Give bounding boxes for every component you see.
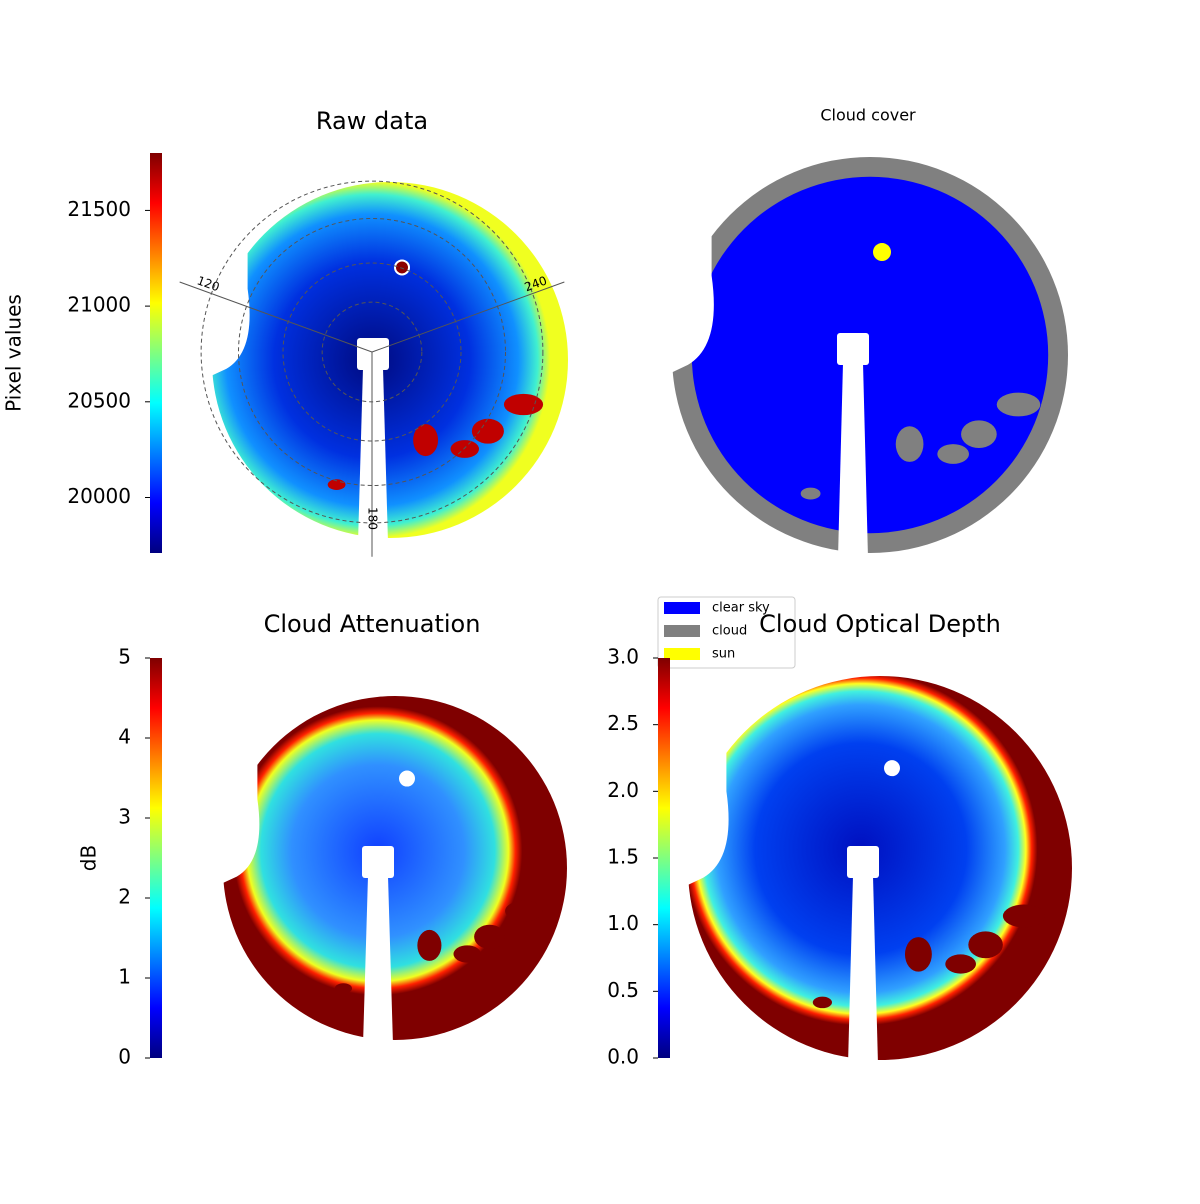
polar-spoke bbox=[179, 281, 373, 353]
polar-ring bbox=[282, 262, 462, 442]
colorbar bbox=[150, 153, 162, 553]
cloud bbox=[505, 900, 543, 922]
cloud bbox=[904, 937, 932, 972]
cloud bbox=[812, 996, 833, 1009]
cloud bbox=[961, 420, 997, 449]
colorbar-label: dB bbox=[77, 845, 101, 871]
camera-arm bbox=[357, 338, 389, 370]
sky-disc bbox=[223, 696, 567, 1040]
camera-mast bbox=[838, 363, 868, 558]
cloud bbox=[937, 444, 969, 464]
cloud bbox=[450, 440, 480, 458]
panel-title: Cloud Optical Depth bbox=[759, 610, 1001, 638]
blocked-area bbox=[683, 671, 729, 888]
colorbar bbox=[150, 658, 162, 1058]
cloud bbox=[471, 418, 504, 444]
cloud bbox=[800, 487, 821, 500]
cloud bbox=[474, 924, 506, 949]
colorbar-tick-label: 21500 bbox=[67, 197, 131, 221]
colorbar-tick-label: 2.5 bbox=[607, 711, 639, 735]
cloud bbox=[968, 931, 1003, 959]
polar-label: 180 bbox=[366, 507, 380, 530]
colorbar-tick-label: 3.0 bbox=[607, 645, 639, 669]
camera-mast bbox=[848, 876, 878, 1065]
legend-swatch bbox=[664, 648, 700, 660]
camera-arm bbox=[837, 333, 869, 365]
colorbar-label: Pixel values bbox=[2, 294, 26, 412]
colorbar-tick-label: 3 bbox=[118, 805, 131, 829]
blocked-area bbox=[207, 177, 250, 378]
sky-image bbox=[218, 691, 567, 1045]
cloud bbox=[1002, 904, 1046, 928]
blocked-area bbox=[667, 152, 714, 375]
legend-swatch bbox=[664, 602, 700, 614]
camera-arm bbox=[362, 846, 394, 878]
colorbar-tick-label: 4 bbox=[118, 725, 131, 749]
colorbar-tick-label: 1.0 bbox=[607, 911, 639, 935]
panel-title: Raw data bbox=[316, 107, 428, 135]
cloud bbox=[413, 424, 439, 457]
cloud bbox=[895, 426, 924, 462]
polar-ring bbox=[238, 218, 506, 486]
cloud bbox=[996, 392, 1041, 417]
sun bbox=[873, 243, 891, 262]
legend-label: clear sky bbox=[712, 601, 770, 616]
colorbar-tick-label: 20000 bbox=[67, 484, 131, 508]
colorbar-tick-label: 20500 bbox=[67, 388, 131, 412]
camera-arm bbox=[847, 846, 879, 878]
colorbar-tick-label: 0.0 bbox=[607, 1045, 639, 1069]
colorbar-tick-label: 21000 bbox=[67, 293, 131, 317]
colorbar-tick-label: 5 bbox=[118, 645, 131, 669]
colorbar-tick-label: 1.5 bbox=[607, 845, 639, 869]
camera-mast bbox=[363, 876, 393, 1045]
legend-swatch bbox=[664, 625, 700, 637]
cloud bbox=[453, 945, 481, 963]
colorbar-tick-label: 0.5 bbox=[607, 978, 639, 1002]
colorbar-tick-label: 2.0 bbox=[607, 778, 639, 802]
cloud bbox=[334, 983, 352, 994]
sky-disc bbox=[688, 676, 1072, 1060]
legend-label: cloud bbox=[712, 624, 747, 639]
colorbar-tick-label: 1 bbox=[118, 965, 131, 989]
colorbar-tick-label: 2 bbox=[118, 885, 131, 909]
sun bbox=[884, 760, 900, 777]
cloud bbox=[945, 954, 976, 974]
sky-image bbox=[207, 177, 568, 543]
legend-label: sun bbox=[712, 647, 735, 662]
sky-image bbox=[683, 671, 1072, 1065]
camera-mast bbox=[358, 368, 388, 543]
panel-title: Cloud Attenuation bbox=[264, 610, 481, 638]
polar-spoke bbox=[371, 281, 565, 353]
sun bbox=[394, 259, 410, 276]
sun bbox=[399, 770, 415, 787]
colorbar-tick-label: 0 bbox=[118, 1045, 131, 1069]
sky-inner bbox=[691, 176, 1049, 534]
sky-image bbox=[667, 152, 1068, 558]
blocked-area bbox=[218, 691, 260, 886]
panel-title: Cloud cover bbox=[820, 106, 916, 125]
colorbar bbox=[658, 658, 670, 1058]
cloud bbox=[417, 929, 442, 961]
